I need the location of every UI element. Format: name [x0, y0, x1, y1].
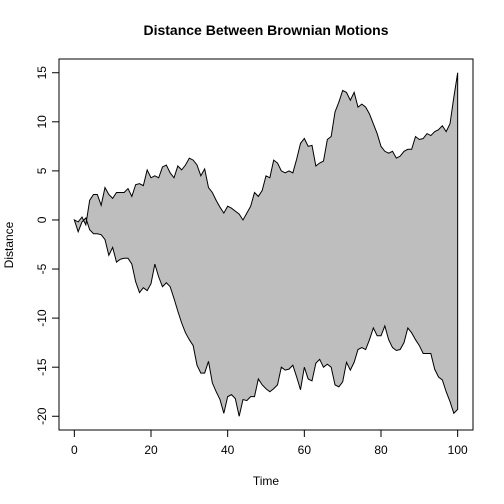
x-axis-label: Time	[253, 474, 280, 488]
y-tick-label: -20	[35, 407, 49, 425]
y-tick-label: 15	[35, 66, 49, 80]
y-tick-label: -5	[35, 263, 49, 274]
y-tick-label: 0	[35, 216, 49, 223]
area	[73, 72, 459, 417]
x-tick-label: 60	[298, 443, 312, 457]
x-tick-label: 100	[448, 443, 468, 457]
y-axis-label: Distance	[2, 221, 16, 268]
y-tick-label: 10	[35, 115, 49, 129]
x-tick-label: 0	[71, 443, 78, 457]
y-tick-label: -10	[35, 309, 49, 327]
x-tick-label: 80	[374, 443, 388, 457]
x-tick-label: 40	[221, 443, 235, 457]
x-tick-label: 20	[144, 443, 158, 457]
y-tick-label: -15	[35, 358, 49, 376]
y-tick-label: 5	[35, 167, 49, 174]
chart-title: Distance Between Brownian Motions	[143, 22, 388, 38]
